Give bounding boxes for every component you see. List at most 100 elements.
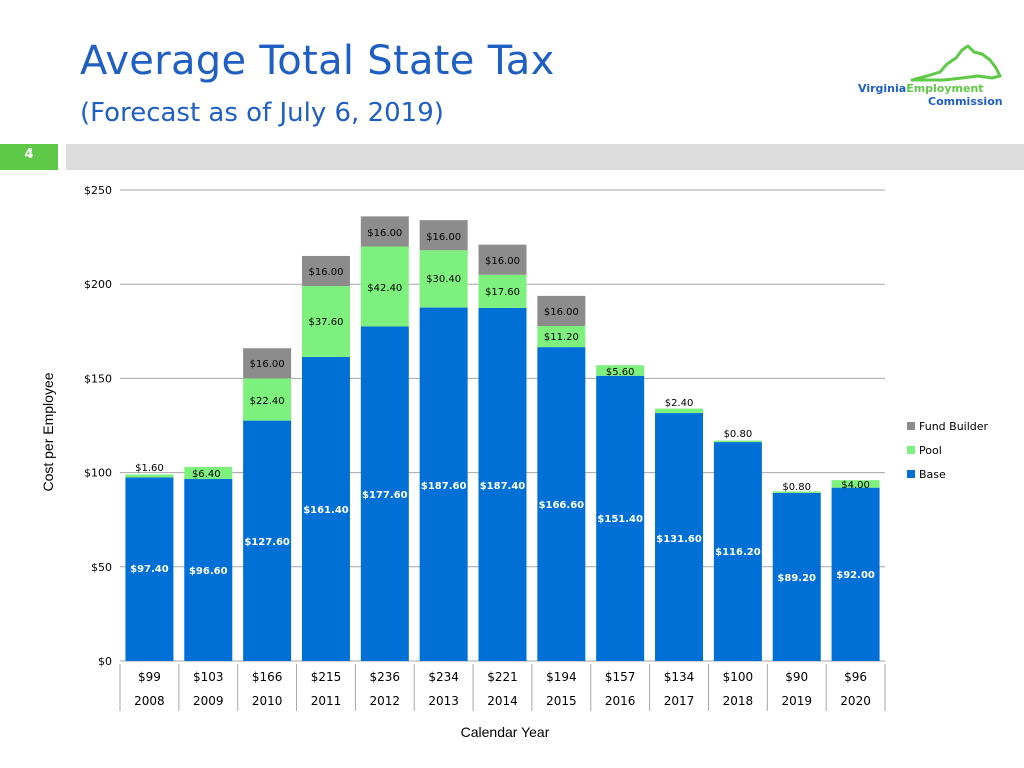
table-total-cell: $100 [723, 670, 754, 684]
data-label-base: $127.60 [244, 537, 290, 548]
data-label-base: $187.60 [421, 481, 467, 492]
chart-legend: Fund Builder Pool Base [907, 414, 988, 486]
y-axis-label: Cost per Employee [40, 372, 56, 492]
legend-item-fund-builder: Fund Builder [907, 414, 988, 438]
legend-swatch-fund-builder [907, 422, 915, 430]
data-label-pool: $42.40 [367, 283, 402, 294]
x-tick-label: 2010 [252, 694, 283, 708]
table-total-cell: $236 [370, 670, 401, 684]
legend-label: Pool [919, 443, 942, 457]
bar-base [419, 307, 468, 661]
bar-base [478, 307, 527, 661]
y-tick-label: $50 [91, 561, 112, 574]
bar-base [184, 479, 233, 661]
bar-fund-builder [419, 220, 468, 251]
bar-pool [596, 365, 645, 376]
x-tick-label: 2015 [546, 694, 577, 708]
bar-base [596, 375, 645, 661]
table-total-cell: $96 [844, 670, 867, 684]
bar-base [655, 413, 704, 661]
bar-base [125, 477, 174, 661]
data-label-base: $131.60 [656, 534, 702, 545]
bar-base [537, 347, 586, 661]
data-label-base: $96.60 [189, 566, 228, 577]
table-total-cell: $157 [605, 670, 636, 684]
page-title: Average Total State Tax [80, 38, 555, 84]
y-tick-label: $0 [98, 655, 112, 668]
bar-pool [831, 480, 880, 488]
data-label-base: $151.40 [597, 514, 643, 525]
data-label-base: $177.60 [362, 490, 408, 501]
bar-fund-builder [537, 295, 586, 327]
y-tick-label: $100 [84, 467, 112, 480]
data-label-base: $89.20 [777, 573, 816, 584]
virginia-map-icon [910, 44, 1002, 82]
data-label-base: $97.40 [130, 564, 169, 575]
table-total-cell: $90 [785, 670, 808, 684]
legend-swatch-pool [907, 446, 915, 454]
bar-fund-builder [478, 244, 527, 275]
data-label-fund-builder: $16.00 [426, 232, 461, 243]
data-label-fund-builder: $16.00 [367, 228, 402, 239]
table-total-cell: $221 [487, 670, 518, 684]
bar-pool [301, 286, 350, 357]
bar-fund-builder [360, 216, 409, 247]
x-axis-label: Calendar Year [460, 724, 550, 740]
slide-divider [66, 144, 1024, 170]
data-label-fund-builder: $16.00 [544, 307, 579, 318]
table-total-cell: $134 [664, 670, 695, 684]
bar-pool [772, 491, 821, 493]
data-label-pool: $5.60 [606, 367, 635, 378]
bar-pool [360, 246, 409, 327]
table-total-cell: $166 [252, 670, 283, 684]
x-tick-label: 2013 [428, 694, 459, 708]
data-label-pool: $17.60 [485, 287, 520, 298]
x-tick-label: 2014 [487, 694, 518, 708]
page-subtitle: (Forecast as of July 6, 2019) [80, 98, 444, 128]
x-tick-label: 2020 [840, 694, 871, 708]
x-tick-label: 2008 [134, 694, 165, 708]
data-label-base: $92.00 [836, 570, 875, 581]
legend-label: Fund Builder [919, 419, 989, 433]
table-total-cell: $234 [428, 670, 459, 684]
logo-text-line1: VirginiaEmployment [858, 82, 984, 95]
y-tick-label: $200 [84, 278, 112, 291]
bar-base [243, 420, 292, 661]
data-label-pool: $30.40 [426, 274, 461, 285]
bar-pool [478, 274, 527, 308]
bar-pool [537, 326, 586, 348]
data-label-fund-builder: $16.00 [308, 267, 343, 278]
data-label-pool: $11.20 [544, 332, 579, 343]
data-label-pool: $0.80 [724, 429, 753, 440]
x-tick-label: 2009 [193, 694, 224, 708]
bar-base [360, 326, 409, 661]
bar-fund-builder [243, 348, 292, 379]
data-label-pool: $1.60 [135, 463, 164, 474]
table-total-cell: $215 [311, 670, 342, 684]
x-tick-label: 2011 [311, 694, 342, 708]
bar-pool [419, 250, 468, 308]
bar-base [772, 492, 821, 661]
data-label-base: $161.40 [303, 505, 349, 516]
x-tick-label: 2017 [664, 694, 695, 708]
data-label-base: $187.40 [480, 481, 526, 492]
bar-pool [655, 408, 704, 414]
stacked-bar-chart: $0 $50 $100 $150 $200 $250 $97.40 $1.60 $96.60 $6… [84, 184, 886, 711]
table-total-cell: $194 [546, 670, 577, 684]
data-label-pool: $37.60 [308, 317, 343, 328]
data-label-fund-builder: $16.00 [485, 256, 520, 267]
data-label-pool: $2.40 [665, 398, 694, 409]
legend-label: Base [919, 467, 946, 481]
data-label-pool: $22.40 [250, 396, 285, 407]
data-label-base: $166.60 [539, 500, 585, 511]
logo-text-line2: Commission [928, 95, 1003, 108]
x-tick-label: 2016 [605, 694, 636, 708]
data-label-pool: $0.80 [782, 482, 811, 493]
table-total-cell: $99 [138, 670, 161, 684]
bar-base [713, 442, 762, 661]
data-label-fund-builder: $16.00 [250, 359, 285, 370]
x-tick-label: 2019 [781, 694, 812, 708]
data-label-base: $116.20 [715, 547, 761, 558]
slide-number: 4 [0, 144, 58, 170]
bar-pool [713, 440, 762, 443]
